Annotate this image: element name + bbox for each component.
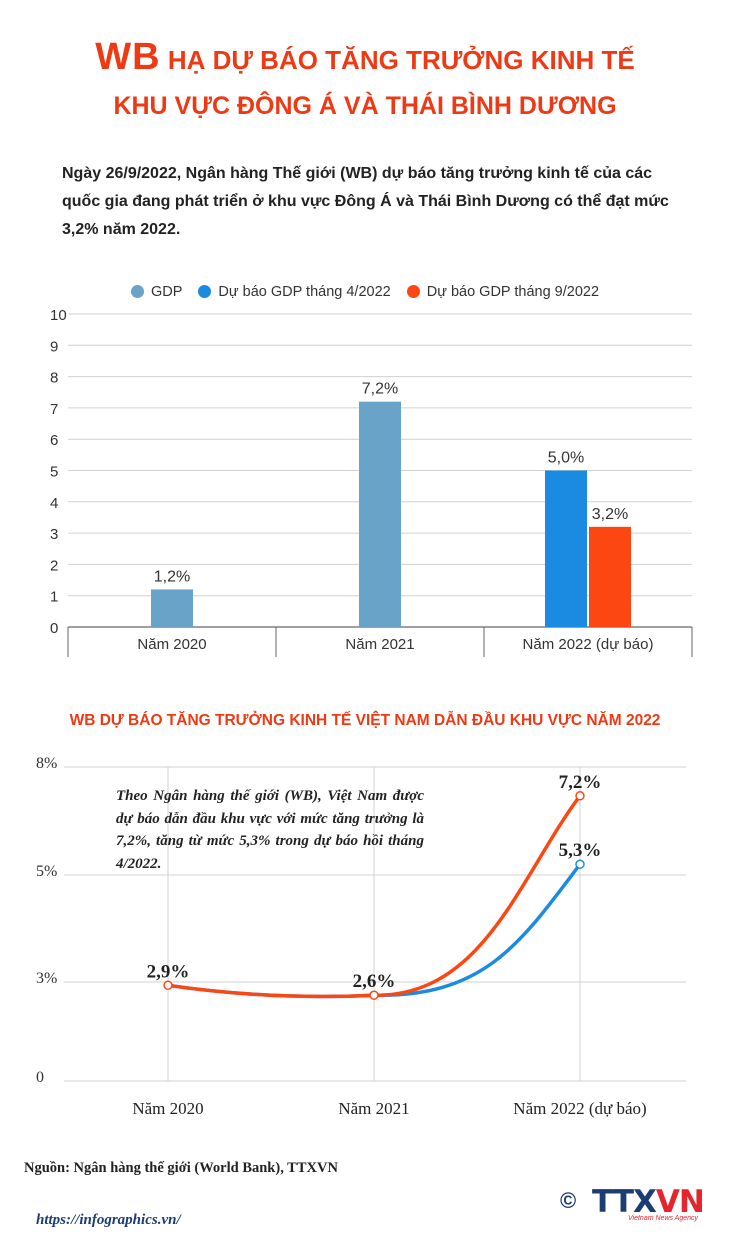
logo-text: TTXVN (592, 1184, 705, 1220)
line-point (369, 990, 379, 1000)
line-y-tick: 8% (36, 755, 57, 772)
line-chart-title: WB DỰ BÁO TĂNG TRƯỞNG KINH TẾ VIỆT NAM D… (69, 712, 661, 729)
line-data-label: 2,9% (147, 961, 190, 982)
source-text: Nguồn: Ngân hàng thế giới (World Bank), … (24, 1160, 338, 1176)
bar-y-tick: 1 (50, 589, 58, 606)
bar-data-label: 1,2% (154, 568, 190, 585)
line-chart: 0 3% 5% 8% Năm 2020 Năm 2021 Năm 2022 (dự báo)… (36, 755, 686, 1118)
bar-mark (151, 589, 193, 627)
bar-mark (589, 526, 631, 627)
ttxvn-logo: © TTXVN Vietnam News Agency (560, 1184, 710, 1224)
line-y-tick: 0 (36, 1069, 44, 1086)
line-point (575, 859, 585, 869)
main-title-wb: WB (95, 36, 161, 78)
line-y-tick: 5% (36, 863, 57, 880)
main-title: WB HẠ DỰ BÁO TĂNG TRƯỞNG KINH TẾ (0, 36, 730, 79)
bar-data-label: 5,0% (548, 450, 584, 467)
line-data-label: 2,6% (353, 971, 396, 992)
legend-dot-forecast-apr (198, 285, 212, 299)
legend-dot-gdp (130, 285, 144, 299)
logo-text-main: TTX (592, 1184, 657, 1220)
bar-legend: GDP Dự báo GDP tháng 4/2022 Dự báo GDP t… (0, 284, 730, 300)
bar-mark (359, 401, 401, 627)
bar-y-tick: 3 (50, 526, 58, 543)
logo-text-accent: VN (655, 1184, 705, 1220)
bar-y-tick: 8 (50, 370, 58, 387)
bar-y-tick: 4 (50, 495, 58, 512)
line-data-label: 7,2% (559, 772, 602, 793)
legend-item-gdp: GDP (130, 284, 183, 301)
bar-data-label: 7,2% (362, 381, 398, 398)
bar-y-tick: 0 (50, 620, 58, 637)
line-x-label: Năm 2022 (dự báo) (513, 1099, 646, 1118)
main-title-line2: KHU VỰC ĐÔNG Á VÀ THÁI BÌNH DƯƠNG (113, 92, 617, 120)
legend-label-forecast-apr: Dự báo GDP tháng 4/2022 (218, 284, 391, 301)
bar-x-label: Năm 2020 (137, 636, 206, 653)
bar-y-tick: 5 (50, 464, 58, 481)
line-series-path (166, 794, 582, 999)
line-chart-annotation: Theo Ngân hàng thế giới (WB), Việt Nam đ… (116, 788, 424, 872)
line-x-label: Năm 2020 (132, 1099, 203, 1118)
legend-item-forecast-apr: Dự báo GDP tháng 4/2022 (198, 284, 391, 301)
bar-y-tick: 6 (50, 432, 58, 449)
bar-chart: 0 1 2 3 4 5 6 7 8 9 10 Năm 2020 1,2% Năm 2021 7,2% Năm … (50, 307, 693, 657)
bar-y-tick: 9 (50, 338, 58, 355)
intro-paragraph: Ngày 26/9/2022, Ngân hàng Thế giới (WB) … (62, 165, 669, 238)
legend-label-forecast-sep: Dự báo GDP tháng 9/2022 (426, 284, 600, 301)
logo-tagline: Vietnam News Agency (628, 1215, 699, 1222)
copyright-icon: © (560, 1188, 577, 1213)
legend-label-gdp: GDP (150, 284, 183, 301)
line-x-label: Năm 2021 (338, 1099, 409, 1118)
bar-y-tick: 10 (50, 307, 67, 324)
line-point (575, 791, 585, 801)
bar-mark (545, 470, 587, 627)
source-url[interactable]: https://infographics.vn/ (36, 1212, 181, 1228)
main-title-rest: HẠ DỰ BÁO TĂNG TRƯỞNG KINH TẾ (160, 45, 635, 75)
bar-x-label: Năm 2021 (345, 636, 414, 653)
bar-y-tick: 7 (50, 401, 58, 418)
line-y-tick: 3% (36, 970, 57, 987)
legend-item-forecast-sep: Dự báo GDP tháng 9/2022 (406, 284, 600, 301)
line-point (163, 980, 173, 991)
bar-y-tick: 2 (50, 557, 58, 574)
line-data-label: 5,3% (559, 840, 602, 861)
bar-data-label: 3,2% (592, 506, 628, 523)
legend-dot-forecast-sep (406, 285, 420, 299)
bar-x-label: Năm 2022 (dự báo) (523, 636, 654, 653)
